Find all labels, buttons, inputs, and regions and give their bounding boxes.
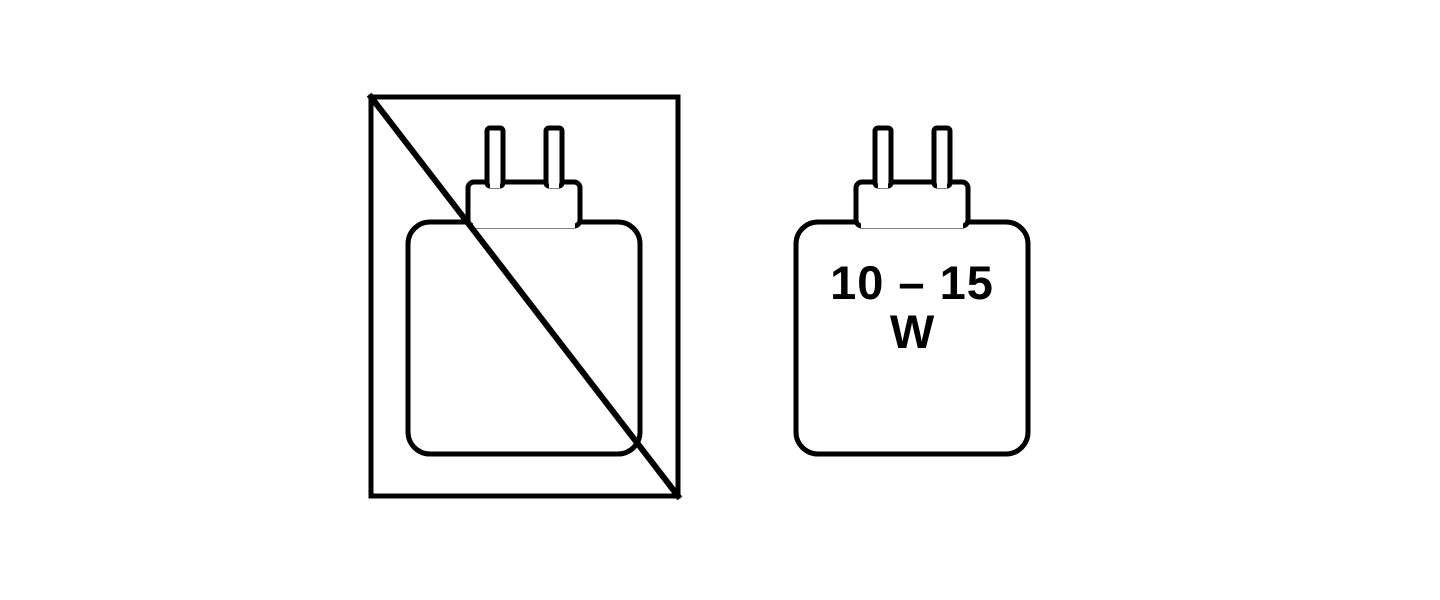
right-prong-2 [934,128,950,186]
right-neck-mask [861,218,963,228]
left-charger-body [408,222,640,454]
wattage-range-text: 10 – 15 [796,258,1028,307]
left-prong-2 [546,128,562,186]
wattage-unit-text: W [796,307,1028,356]
left-neck-mask [473,218,575,228]
left-prong-1 [487,128,503,186]
right-charger-wattage-label: 10 – 15 W [796,258,1028,357]
right-prong-1 [875,128,891,186]
left-not-included-group [371,97,678,496]
diagram-stage: 10 – 15 W [0,0,1440,600]
diagram-svg [0,0,1440,600]
